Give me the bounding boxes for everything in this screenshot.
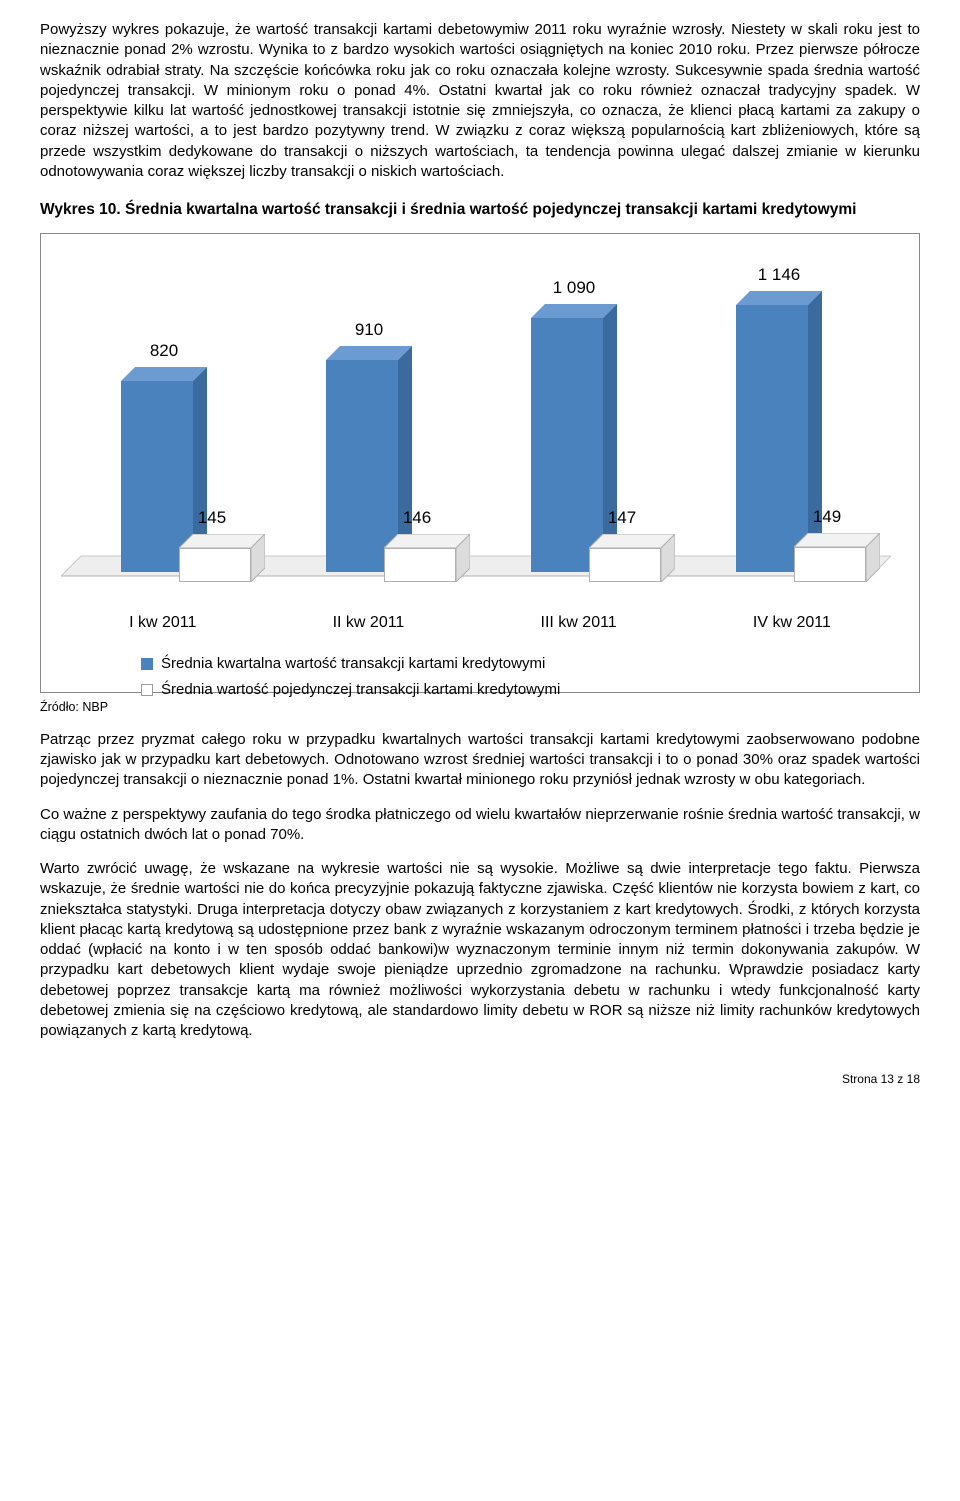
chart-source: Źródło: NBP: [40, 699, 920, 716]
paragraph-4: Warto zwrócić uwagę, że wskazane na wykr…: [40, 859, 920, 1041]
legend-row-2: Średnia wartość pojedynczej transakcji k…: [141, 680, 899, 700]
paragraph-2: Patrząc przez pryzmat całego roku w przy…: [40, 730, 920, 791]
legend-label-2: Średnia wartość pojedynczej transakcji k…: [161, 680, 560, 700]
x-label-2: III kw 2011: [541, 612, 617, 634]
page-footer: Strona 13 z 18: [40, 1071, 920, 1087]
legend-label-1: Średnia kwartalna wartość transakcji kar…: [161, 654, 545, 674]
chart-legend: Średnia kwartalna wartość transakcji kar…: [141, 654, 899, 701]
paragraph-3: Co ważne z perspektywy zaufania do tego …: [40, 805, 920, 846]
chart-plot-area: 8201459101461 0901471 146149: [61, 252, 899, 582]
x-label-3: IV kw 2011: [753, 612, 831, 634]
legend-row-1: Średnia kwartalna wartość transakcji kar…: [141, 654, 899, 674]
x-label-1: II kw 2011: [333, 612, 405, 634]
chart-container: 8201459101461 0901471 146149 I kw 2011 I…: [40, 233, 920, 693]
chart-title: Wykres 10. Średnia kwartalna wartość tra…: [40, 200, 920, 221]
intro-paragraph: Powyższy wykres pokazuje, że wartość tra…: [40, 20, 920, 182]
legend-swatch-2: [141, 684, 153, 696]
legend-swatch-1: [141, 658, 153, 670]
x-axis-labels: I kw 2011 II kw 2011 III kw 2011 IV kw 2…: [61, 612, 899, 634]
x-label-0: I kw 2011: [129, 612, 196, 634]
